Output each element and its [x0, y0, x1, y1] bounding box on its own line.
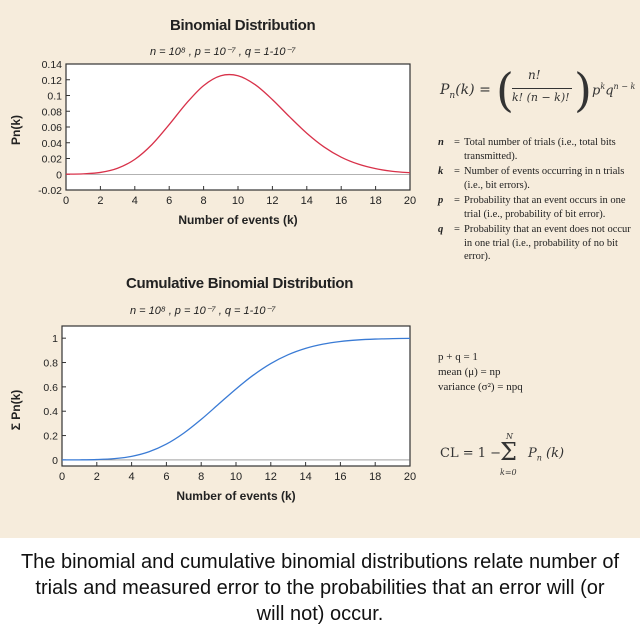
definition-p: p = Probability that an event occurs in … — [438, 194, 634, 221]
y-tick-label: -0.02 — [38, 185, 62, 197]
x-tick-label: 2 — [94, 471, 100, 483]
relations: p + q = 1 mean (μ) = np variance (σ²) = … — [438, 350, 523, 395]
y-tick-label: 0.2 — [43, 431, 58, 443]
relation-mean: mean (μ) = np — [438, 366, 501, 378]
y-tick-label: 0.02 — [42, 154, 63, 166]
definition-text: Probability that an event occurs in one … — [464, 195, 626, 220]
x-tick-label: 12 — [266, 195, 278, 207]
y-tick-label: 0.8 — [43, 358, 58, 370]
cl-term: Pn (k) — [528, 446, 565, 463]
definition-equals: = — [454, 137, 460, 148]
x-tick-label: 4 — [129, 471, 135, 483]
definition-q: q = Probability that an event does not o… — [438, 223, 634, 264]
definition-k: k = Number of events occurring in n tria… — [438, 165, 634, 192]
binomial-formula: Pn(k) = ( n! k! (n − k)! ) pkqn − k — [440, 62, 636, 124]
formula-lhs: Pn(k) = — [440, 82, 491, 101]
y-tick-label: 1 — [52, 333, 58, 345]
y-tick-label: 0.12 — [42, 75, 63, 87]
definition-equals: = — [454, 195, 460, 206]
y-tick-label: 0.14 — [42, 59, 63, 71]
x-tick-label: 2 — [97, 195, 103, 207]
chart1-subtitle: n = 10⁸ , p = 10⁻⁷ , q = 1-10⁻⁷ — [150, 46, 296, 58]
x-tick-label: 16 — [335, 195, 347, 207]
formula-numerator: n! — [528, 68, 541, 82]
caption-bar: The binomial and cumulative binomial dis… — [0, 538, 640, 638]
cl-lhs: CL = 1 − — [440, 446, 502, 461]
series-line — [65, 73, 411, 175]
formula-paren-right: ) — [574, 63, 592, 117]
y-tick-label: 0.06 — [42, 122, 63, 134]
y-tick-label: 0.04 — [42, 138, 63, 150]
x-tick-label: 12 — [265, 471, 277, 483]
x-tick-label: 6 — [166, 195, 172, 207]
x-axis-label: Number of events (k) — [178, 213, 297, 227]
definition-text: Probability that an event does not occur… — [464, 224, 631, 262]
x-tick-label: 4 — [132, 195, 138, 207]
x-tick-label: 16 — [334, 471, 346, 483]
definition-equals: = — [454, 224, 460, 235]
plot-area — [61, 325, 411, 467]
y-tick-label: 0 — [52, 455, 58, 467]
chart2-title: Cumulative Binomial Distribution — [126, 275, 354, 292]
formula-tail: pkqn − k — [592, 82, 636, 99]
x-tick-label: 18 — [369, 471, 381, 483]
definition-symbol: p — [438, 195, 444, 206]
chart1-title: Binomial Distribution — [170, 17, 316, 34]
plot-area — [65, 63, 411, 191]
y-tick-label: 0.6 — [43, 382, 58, 394]
relation-variance: variance (σ²) = npq — [438, 381, 523, 393]
definition-symbol: q — [438, 224, 444, 235]
definition-equals: = — [454, 166, 460, 177]
cl-lower: k=0 — [500, 468, 517, 477]
figure: Binomial Distribution n = 10⁸ , p = 10⁻⁷… — [9, 17, 636, 503]
charts-svg: 0 2 4 6 8 10 12 14 16 18 20-0.0200.020.040.060.080… — [9, 59, 416, 503]
definition-text: Total number of trials (i.e., total bits… — [464, 137, 616, 162]
definition-symbol: n — [438, 137, 444, 148]
x-tick-label: 10 — [232, 195, 244, 207]
x-axis-label: Number of events (k) — [176, 489, 295, 503]
x-tick-label: 20 — [404, 471, 416, 483]
y-tick-label: 0.4 — [43, 406, 58, 418]
y-tick-label: 0.08 — [42, 106, 63, 118]
formula-denominator: k! (n − k)! — [512, 91, 570, 104]
x-tick-label: 20 — [404, 195, 416, 207]
x-tick-label: 0 — [59, 471, 65, 483]
y-axis-label: Σ Pn(k) — [9, 390, 23, 431]
cl-sum: Σ — [500, 438, 517, 466]
definition-n: n = Total number of trials (i.e., total … — [438, 136, 634, 163]
formula-fraction-bar — [512, 88, 572, 89]
x-tick-label: 8 — [201, 195, 207, 207]
chart2-subtitle: n = 10⁸ , p = 10⁻⁷ , q = 1-10⁻⁷ — [130, 305, 276, 317]
definition-text: Number of events occurring in n trials (… — [464, 166, 625, 191]
y-tick-label: 0.1 — [47, 91, 62, 103]
definition-symbol: k — [438, 166, 444, 177]
definitions-list: n = Total number of trials (i.e., total … — [438, 136, 634, 266]
x-tick-label: 14 — [299, 471, 311, 483]
x-tick-label: 14 — [301, 195, 313, 207]
x-tick-label: 18 — [369, 195, 381, 207]
x-tick-label: 8 — [198, 471, 204, 483]
x-tick-label: 0 — [63, 195, 69, 207]
figure-caption: The binomial and cumulative binomial dis… — [20, 551, 620, 625]
cl-upper: N — [506, 432, 513, 441]
y-axis-label: Pn(k) — [9, 115, 23, 145]
relation-sum: p + q = 1 — [438, 351, 478, 363]
formula-paren-left: ( — [496, 63, 514, 117]
series-line — [61, 337, 411, 461]
y-tick-label: 0 — [56, 169, 62, 181]
x-tick-label: 10 — [230, 471, 242, 483]
confidence-formula: CL = 1 − N Σ k=0 Pn (k) — [440, 432, 620, 480]
x-tick-label: 6 — [163, 471, 169, 483]
